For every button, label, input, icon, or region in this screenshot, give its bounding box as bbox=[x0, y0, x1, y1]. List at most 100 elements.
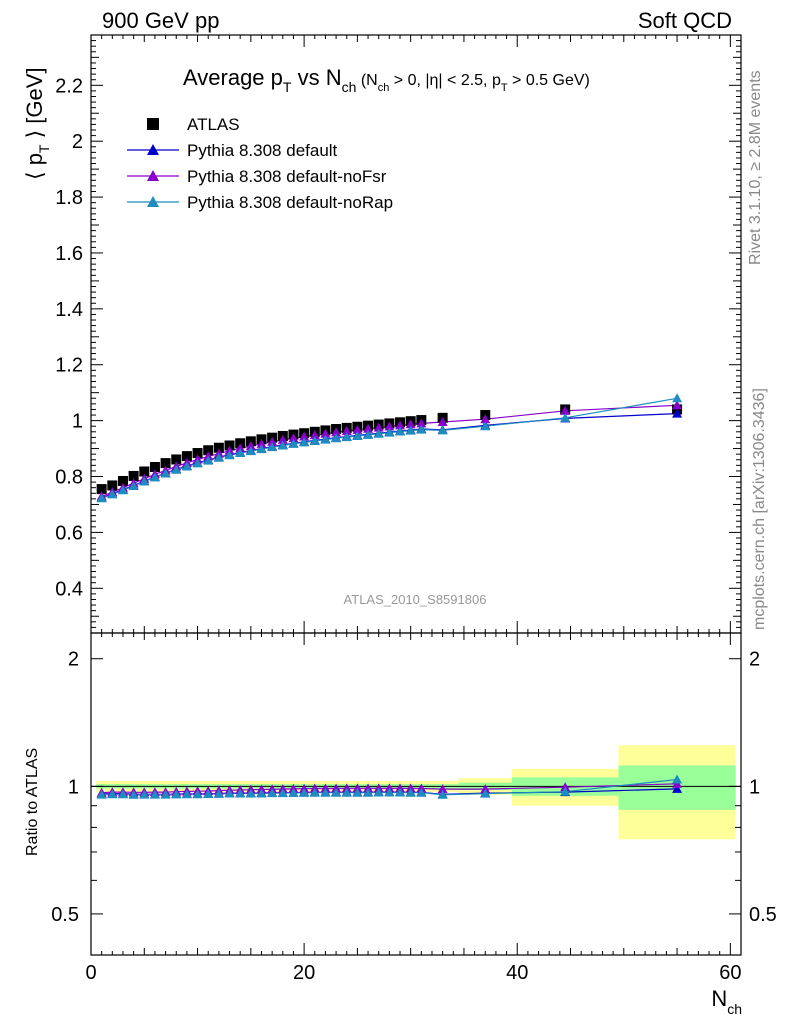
series-2-point bbox=[299, 431, 310, 441]
title-sub2: ch bbox=[342, 79, 357, 95]
ratio-series-2-point bbox=[139, 789, 150, 799]
axes-frames bbox=[90, 34, 742, 956]
series-2-point bbox=[277, 434, 288, 444]
series-2-point bbox=[309, 430, 320, 440]
ratio-y-axis-label: Ratio to ATLAS bbox=[24, 748, 41, 856]
plot-title: Average pT vs Nch (Nch > 0, |η| < 2.5, p… bbox=[183, 65, 590, 95]
ratio-series-2-point bbox=[437, 789, 448, 799]
ratio-series-2-point bbox=[149, 789, 160, 799]
atlas-point bbox=[181, 451, 192, 462]
ratio-series-2-point bbox=[181, 789, 192, 799]
main-line-series-3 bbox=[101, 397, 678, 499]
atlas-point bbox=[107, 480, 118, 491]
series-2-point bbox=[341, 425, 352, 435]
ratio-series-2-point bbox=[224, 788, 235, 798]
atlas-point bbox=[224, 440, 235, 451]
y-tick-label: 1.2 bbox=[55, 355, 83, 377]
title-cond-a: (N bbox=[356, 72, 377, 89]
atlas-point bbox=[213, 442, 224, 453]
series-3-point bbox=[160, 468, 171, 478]
ratio-series-2-point bbox=[363, 787, 374, 797]
series-2-point bbox=[437, 417, 448, 427]
series-3-point bbox=[384, 427, 395, 437]
y-tick-label: 1.8 bbox=[55, 187, 83, 209]
series-3-point bbox=[560, 412, 571, 422]
ratio-series-2-point bbox=[245, 788, 256, 798]
ratio-series-2-point bbox=[256, 788, 267, 798]
atlas-point bbox=[192, 448, 203, 459]
ratio-y-tick-label: 0.5 bbox=[51, 904, 79, 926]
ratio-y-tick-label: 1 bbox=[68, 776, 79, 798]
ratio-series-2-point bbox=[299, 787, 310, 797]
series-3-point bbox=[416, 424, 427, 434]
series-2-point bbox=[416, 418, 427, 428]
series-3-point bbox=[245, 446, 256, 456]
analysis-watermark: ATLAS_2010_S8591806 bbox=[344, 592, 487, 607]
series-1-point bbox=[672, 408, 683, 418]
ratio-series-2-point bbox=[309, 787, 320, 797]
series-3-point bbox=[480, 421, 491, 431]
series-2-point bbox=[363, 423, 374, 433]
ratio-y-tick-label: 2 bbox=[68, 649, 79, 671]
series-2-point bbox=[267, 436, 278, 446]
series-3-point bbox=[352, 430, 363, 440]
ratio-y-tick-label-right: 1 bbox=[749, 776, 760, 798]
ratio-series-2-point bbox=[352, 787, 363, 797]
rivet-label: Rivet 3.1.10, ≥ 2.8M events bbox=[747, 70, 764, 265]
series-2-point bbox=[395, 420, 406, 430]
ratio-series-2-point bbox=[213, 788, 224, 798]
data-markers bbox=[96, 393, 683, 799]
atlas-point bbox=[160, 458, 171, 469]
atlas-point bbox=[203, 445, 214, 456]
y-tick-label: 0.4 bbox=[55, 578, 83, 600]
ratio-y-tick-label-right: 0.5 bbox=[749, 904, 777, 926]
series-3-point bbox=[267, 442, 278, 452]
series-2-point bbox=[331, 427, 342, 437]
legend-label-1: Pythia 8.308 default bbox=[187, 141, 338, 160]
series-3-point bbox=[96, 493, 107, 503]
x-axis-label: Nch bbox=[711, 986, 742, 1017]
y-axis-label-sub: T bbox=[36, 144, 52, 153]
ratio-series-2-point bbox=[107, 789, 118, 799]
title-cond-b: > 0, |η| < 2.5, p bbox=[389, 72, 501, 89]
series-3-point bbox=[224, 450, 235, 460]
ratio-series-2-point bbox=[331, 787, 342, 797]
legend-marker-3 bbox=[147, 196, 159, 207]
series-2-point bbox=[384, 421, 395, 431]
title-sub1: T bbox=[283, 79, 292, 95]
series-3-point bbox=[331, 433, 342, 443]
ratio-series-2-point bbox=[192, 789, 203, 799]
legend-marker-atlas bbox=[147, 118, 159, 130]
y-axis-label-b: ⟩ [GeV] bbox=[22, 67, 47, 144]
series-3-point bbox=[373, 428, 384, 438]
series-3-point bbox=[405, 425, 416, 435]
ratio-series-2-point bbox=[171, 789, 182, 799]
atlas-point bbox=[139, 466, 150, 477]
y-tick-label: 0.8 bbox=[55, 467, 83, 489]
y-tick-label: 1 bbox=[72, 411, 83, 433]
ratio-series-2-point bbox=[288, 787, 299, 797]
header-right: Soft QCD bbox=[638, 8, 732, 33]
series-3-point bbox=[288, 438, 299, 448]
ratio-series-2-point bbox=[416, 787, 427, 797]
y-tick-label: 0.6 bbox=[55, 522, 83, 544]
ratio-series-2-point bbox=[96, 789, 107, 799]
series-3-point bbox=[299, 437, 310, 447]
series-3-point bbox=[213, 452, 224, 462]
ratio-series-1-point bbox=[480, 784, 491, 794]
y-tick-label: 1.6 bbox=[55, 243, 83, 265]
ratio-series-1-point bbox=[437, 784, 448, 794]
series-2-point bbox=[480, 414, 491, 424]
series-3-point bbox=[437, 425, 448, 435]
legend-marker-2 bbox=[147, 170, 159, 181]
series-3-point bbox=[171, 464, 182, 474]
x-tick-label: 40 bbox=[506, 962, 528, 984]
series-3-point bbox=[181, 461, 192, 471]
series-2-point bbox=[373, 422, 384, 432]
series-2-point bbox=[235, 443, 246, 453]
legend-label-3: Pythia 8.308 default-noRap bbox=[187, 193, 393, 212]
ratio-series-2-point bbox=[384, 787, 395, 797]
ratio-series-2-point bbox=[128, 789, 139, 799]
series-3-point bbox=[395, 426, 406, 436]
